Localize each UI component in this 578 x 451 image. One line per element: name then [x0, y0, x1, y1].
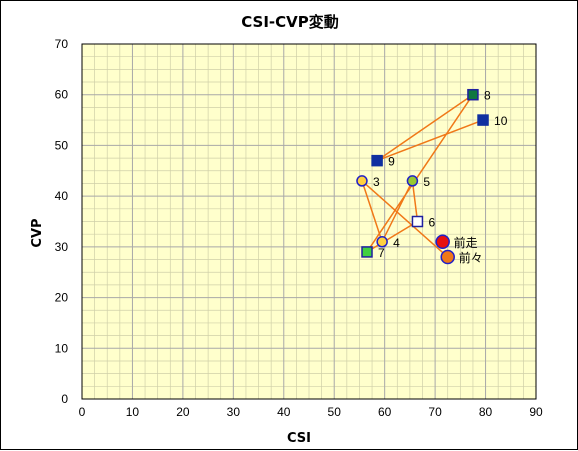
point-marker — [477, 114, 489, 126]
point-label: 前々 — [459, 250, 483, 265]
point-label: 3 — [373, 175, 380, 189]
x-tick-label: 90 — [529, 405, 543, 419]
point-label: 7 — [378, 246, 385, 260]
x-tick-label: 0 — [79, 405, 86, 419]
x-tick-label: 80 — [479, 405, 493, 419]
point-marker — [467, 88, 479, 101]
point-label: 10 — [494, 114, 508, 128]
x-tick-label: 40 — [277, 405, 291, 419]
point-marker — [356, 175, 368, 187]
x-tick-label: 10 — [126, 405, 140, 419]
point-label: 8 — [484, 89, 491, 103]
point-marker — [411, 215, 424, 228]
x-tick-label: 30 — [227, 405, 241, 419]
x-tick-label: 20 — [176, 405, 190, 419]
chart-title: CSI-CVP変動 — [241, 13, 339, 31]
y-tick-label: 20 — [55, 291, 69, 305]
point-label: 前走 — [454, 235, 478, 250]
y-tick-label: 60 — [55, 88, 69, 102]
point-marker — [435, 234, 450, 250]
point-marker — [406, 175, 419, 187]
y-tick-label: 10 — [55, 341, 69, 355]
point-marker — [361, 246, 373, 258]
y-tick-label: 0 — [61, 392, 68, 406]
point-marker — [371, 154, 383, 167]
y-tick-label: 30 — [55, 240, 69, 254]
point-marker — [440, 249, 455, 265]
point-label: 6 — [428, 216, 435, 230]
point-label: 5 — [423, 175, 430, 189]
x-axis-title: CSI — [287, 431, 311, 446]
plot-border — [81, 43, 537, 400]
x-tick-label: 70 — [428, 405, 442, 419]
point-label: 4 — [393, 236, 400, 250]
x-tick-label: 60 — [378, 405, 392, 419]
point-label: 9 — [388, 155, 395, 169]
y-tick-label: 50 — [55, 138, 69, 152]
y-axis-title: CVP — [30, 218, 45, 247]
y-tick-label: 70 — [55, 37, 69, 51]
point-marker — [376, 236, 388, 248]
x-tick-label: 50 — [328, 405, 342, 419]
y-tick-label: 40 — [55, 189, 69, 203]
